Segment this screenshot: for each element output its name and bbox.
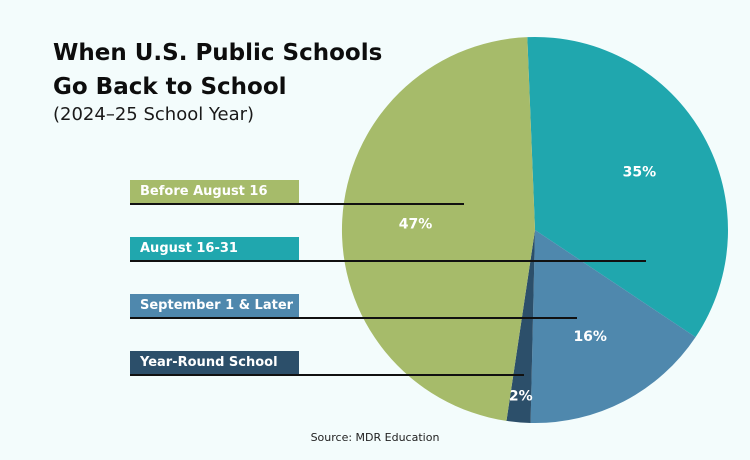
- chart-subtitle: (2024–25 School Year): [53, 104, 255, 125]
- pie-slice: [530, 230, 696, 424]
- slice-data-label: 35%: [623, 165, 657, 181]
- pie-slice: [341, 37, 535, 421]
- slice-data-label: 2%: [509, 388, 533, 404]
- pie-slice: [527, 36, 729, 338]
- slice-data-label: 16%: [573, 329, 607, 345]
- chart-title: When U.S. Public Schools Go Back to Scho…: [53, 36, 382, 104]
- chart-title-line1: When U.S. Public Schools: [53, 40, 383, 66]
- legend-item: September 1 & Later: [130, 294, 299, 317]
- legend-item: August 16-31: [130, 237, 299, 260]
- source-note: Source: MDR Education: [310, 431, 440, 444]
- slice-data-label: 47%: [399, 217, 433, 233]
- chart-title-line2: Go Back to School: [53, 74, 287, 100]
- legend-item: Before August 16: [130, 180, 299, 203]
- legend-item: Year-Round School: [130, 351, 299, 374]
